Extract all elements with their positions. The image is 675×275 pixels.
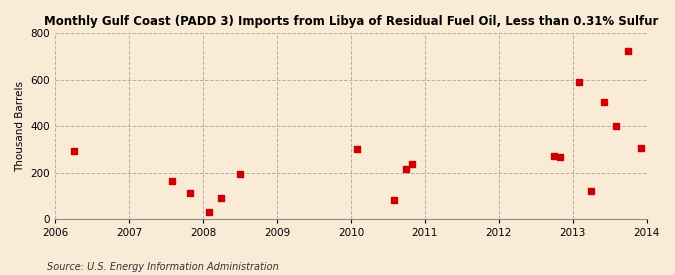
Point [623,48,634,53]
Point [216,196,227,200]
Point [352,147,362,152]
Point [407,162,418,167]
Point [610,124,621,128]
Point [635,146,646,150]
Point [599,100,610,104]
Point [549,154,560,158]
Point [235,172,246,176]
Point [586,189,597,193]
Point [388,198,399,203]
Text: Source: U.S. Energy Information Administration: Source: U.S. Energy Information Administ… [47,262,279,272]
Point [401,167,412,171]
Y-axis label: Thousand Barrels: Thousand Barrels [15,81,25,172]
Point [167,178,178,183]
Point [185,191,196,196]
Point [68,148,79,153]
Point [555,155,566,159]
Point [203,210,214,215]
Point [573,80,584,84]
Title: Monthly Gulf Coast (PADD 3) Imports from Libya of Residual Fuel Oil, Less than 0: Monthly Gulf Coast (PADD 3) Imports from… [44,15,658,28]
